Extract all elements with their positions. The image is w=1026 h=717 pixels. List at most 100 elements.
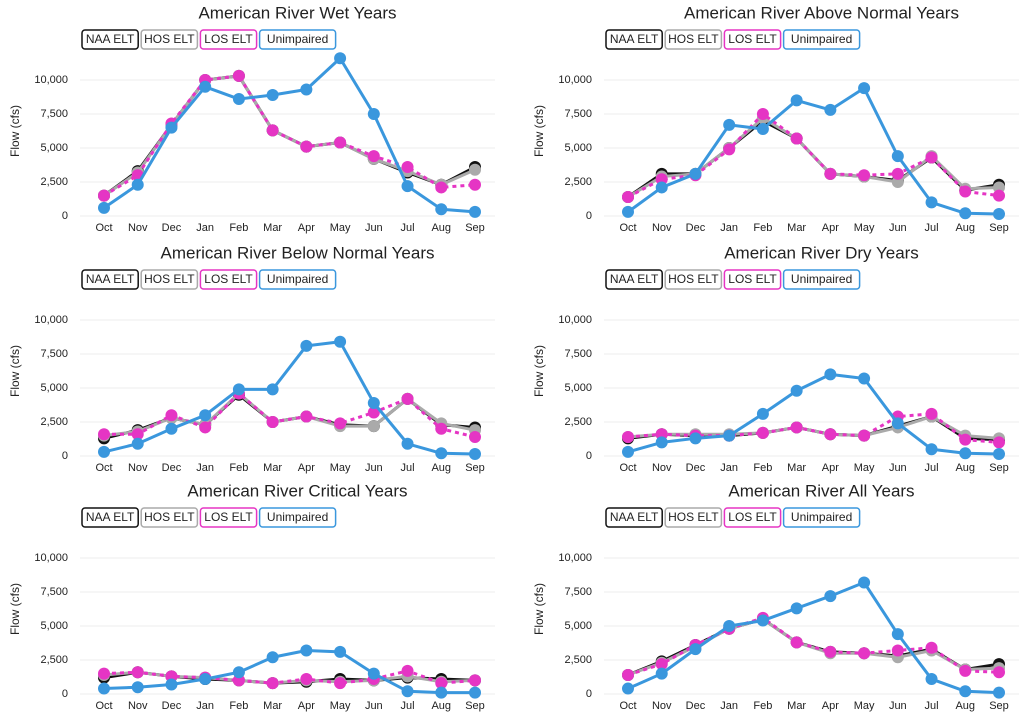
- x-tick-label: Sep: [989, 222, 1009, 234]
- data-point: [401, 161, 414, 174]
- series-line: [627, 617, 1000, 677]
- legend-box: [140, 269, 199, 290]
- x-tick-label: Jul: [401, 462, 415, 474]
- data-point: [469, 163, 481, 176]
- y-tick-label: 0: [586, 210, 592, 222]
- y-tick-label: 10,000: [34, 74, 68, 86]
- x-tick-label: Nov: [652, 700, 672, 712]
- x-tick-label: Jul: [925, 462, 939, 474]
- x-tick-label: Mar: [787, 462, 806, 474]
- x-tick-label: Feb: [229, 700, 248, 712]
- data-point: [401, 664, 414, 677]
- data-point: [401, 437, 414, 450]
- data-point: [993, 686, 1005, 699]
- data-point: [401, 180, 414, 193]
- series-line: [103, 393, 476, 440]
- series-line: [627, 372, 1000, 456]
- legend-label: LOS ELT: [204, 32, 253, 46]
- data-point: [334, 645, 347, 658]
- legend-label: LOS ELT: [728, 32, 777, 46]
- series-line: [627, 415, 1000, 440]
- legend-box: [81, 29, 139, 50]
- data-point: [790, 636, 803, 649]
- legend-box: [140, 507, 199, 528]
- legend-label: HOS ELT: [144, 32, 195, 46]
- chart-title: American River Above Normal Years: [684, 3, 959, 22]
- data-point: [334, 52, 347, 65]
- data-point: [723, 620, 736, 632]
- data-point: [435, 447, 448, 460]
- legend-box: [664, 29, 723, 50]
- data-point: [469, 178, 481, 191]
- chart-title: American River Dry Years: [724, 243, 919, 262]
- series-line: [103, 56, 476, 214]
- x-tick-label: Feb: [753, 222, 772, 234]
- y-tick-label: 7,500: [564, 108, 592, 120]
- x-tick-label: Jan: [196, 462, 214, 474]
- data-point: [622, 682, 634, 695]
- data-point: [655, 181, 668, 194]
- data-point: [401, 685, 414, 698]
- data-point: [858, 429, 871, 442]
- legend-box: [664, 507, 723, 528]
- y-tick-label: 7,500: [564, 586, 592, 598]
- y-tick-label: 0: [62, 450, 68, 462]
- x-tick-label: Mar: [787, 700, 806, 712]
- y-tick-label: 10,000: [34, 314, 68, 326]
- series-line: [103, 391, 476, 438]
- x-tick-label: Feb: [229, 462, 248, 474]
- data-point: [858, 647, 871, 660]
- data-point: [98, 682, 110, 695]
- legend-label: NAA ELT: [610, 510, 659, 524]
- data-point: [756, 407, 769, 420]
- data-point: [300, 339, 313, 352]
- legend-box: [81, 507, 139, 528]
- x-tick-label: Jan: [196, 222, 214, 234]
- series-line: [627, 412, 1000, 444]
- series-line: [627, 415, 1000, 442]
- chart-panel: American River All Years Flow (cfs) 0 2,500…: [532, 481, 1019, 712]
- data-point: [266, 124, 279, 137]
- x-tick-label: Apr: [822, 700, 839, 712]
- data-point: [622, 190, 634, 203]
- legend-label: HOS ELT: [144, 510, 195, 524]
- series-line: [103, 74, 476, 197]
- x-tick-label: Mar: [263, 222, 282, 234]
- data-point: [469, 430, 481, 443]
- x-tick-label: Aug: [955, 222, 975, 234]
- x-tick-label: Jan: [720, 462, 738, 474]
- data-point: [891, 628, 904, 641]
- x-tick-label: Dec: [686, 462, 706, 474]
- x-tick-label: Mar: [787, 222, 806, 234]
- series-line: [103, 340, 476, 456]
- data-point: [334, 677, 347, 690]
- data-point: [959, 433, 972, 446]
- y-tick-label: 0: [62, 688, 68, 700]
- series-line: [103, 669, 476, 685]
- x-tick-label: Feb: [753, 462, 772, 474]
- x-tick-label: Apr: [298, 222, 315, 234]
- series-line: [627, 119, 1000, 199]
- x-tick-label: Mar: [263, 462, 282, 474]
- data-point: [824, 645, 837, 658]
- data-point: [98, 189, 110, 202]
- x-tick-label: Aug: [955, 700, 975, 712]
- y-tick-label: 0: [62, 210, 68, 222]
- legend-label: NAA ELT: [86, 32, 135, 46]
- data-point: [131, 428, 144, 441]
- data-point: [689, 643, 702, 656]
- y-tick-label: 0: [586, 688, 592, 700]
- data-point: [756, 108, 769, 120]
- legend-box: [258, 269, 337, 290]
- data-point: [266, 88, 279, 101]
- y-tick-label: 5,000: [40, 382, 68, 394]
- data-point: [925, 196, 938, 209]
- data-point: [622, 668, 634, 681]
- series-line: [103, 648, 475, 695]
- legend-label: LOS ELT: [204, 272, 253, 286]
- chart-panel: American River Dry Years Flow (cfs) 0 2,500…: [532, 243, 1019, 474]
- legend-box: [605, 269, 663, 290]
- chart-panel: American River Above Normal Years Flow (c…: [532, 3, 1019, 234]
- data-point: [469, 205, 481, 218]
- data-point: [655, 436, 668, 449]
